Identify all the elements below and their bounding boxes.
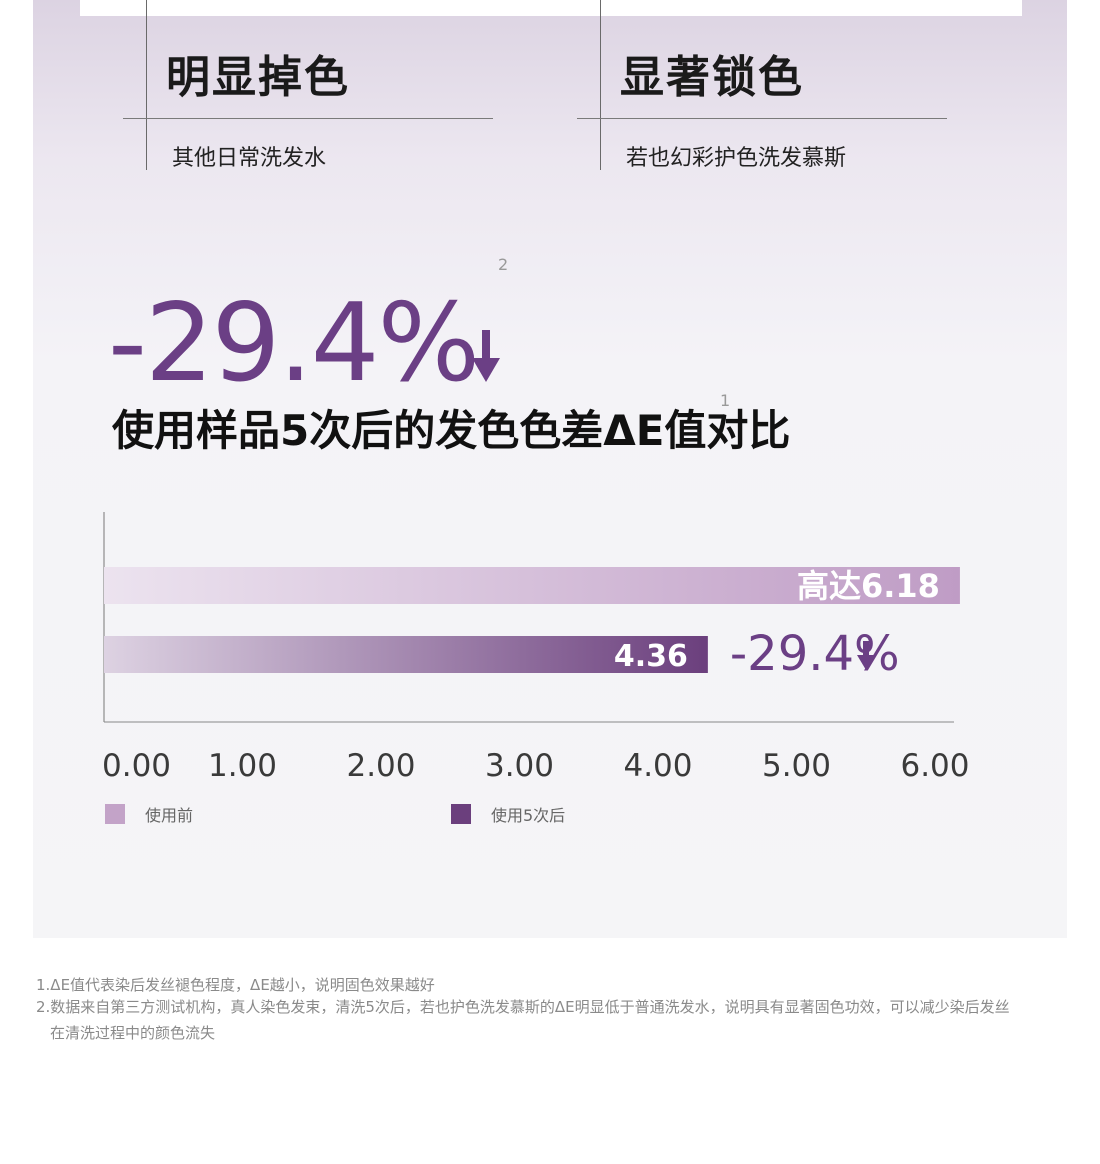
right-compare-subtitle: 若也幻彩护色洗发慕斯	[626, 146, 847, 171]
bar-after	[104, 636, 708, 673]
x-tick-label: 4.00	[623, 748, 692, 784]
headline-percentage: -29.4%	[108, 281, 480, 406]
annotation-down-arrow-icon	[857, 641, 875, 670]
bar-label-after: 4.36	[614, 639, 688, 674]
legend-swatch-before	[105, 804, 125, 824]
x-tick-label: 5.00	[762, 748, 831, 784]
left-compare-title: 明显掉色	[166, 52, 350, 103]
x-tick-label: 6.00	[900, 748, 969, 784]
x-tick-label: 1.00	[208, 748, 277, 784]
bar-before	[104, 567, 960, 604]
x-tick-label: 2.00	[346, 748, 415, 784]
right-compare-title: 显著锁色	[620, 52, 804, 103]
left-divider-horizontal	[123, 118, 493, 119]
footnote-3: 在清洗过程中的颜色流失	[50, 1024, 216, 1042]
x-tick-label: 0.00	[102, 748, 171, 784]
x-tick-label: 3.00	[485, 748, 554, 784]
chart-title: 使用样品5次后的发色色差ΔE值对比	[112, 406, 791, 455]
superscript-2: 2	[498, 255, 509, 274]
footnote-2: 2.数据来自第三方测试机构，真人染色发束，清洗5次后，若也护色洗发慕斯的ΔE明显…	[36, 998, 1010, 1016]
legend-label-after: 使用5次后	[491, 806, 565, 825]
bar-annotation-percentage: -29.4%	[730, 626, 900, 682]
top-white-strip	[80, 0, 1022, 16]
left-compare-subtitle: 其他日常洗发水	[172, 146, 327, 171]
right-divider-horizontal	[577, 118, 947, 119]
legend-label-before: 使用前	[145, 806, 193, 825]
content-panel	[33, 0, 1067, 938]
bar-label-before: 高达6.18	[797, 567, 940, 605]
left-divider-vertical	[146, 0, 147, 170]
down-arrow-icon	[472, 330, 500, 382]
right-divider-vertical	[600, 0, 601, 170]
legend-swatch-after	[451, 804, 471, 824]
footnote-1: 1.ΔE值代表染后发丝褪色程度，ΔE越小，说明固色效果越好	[36, 976, 435, 994]
superscript-1: 1	[720, 391, 731, 410]
